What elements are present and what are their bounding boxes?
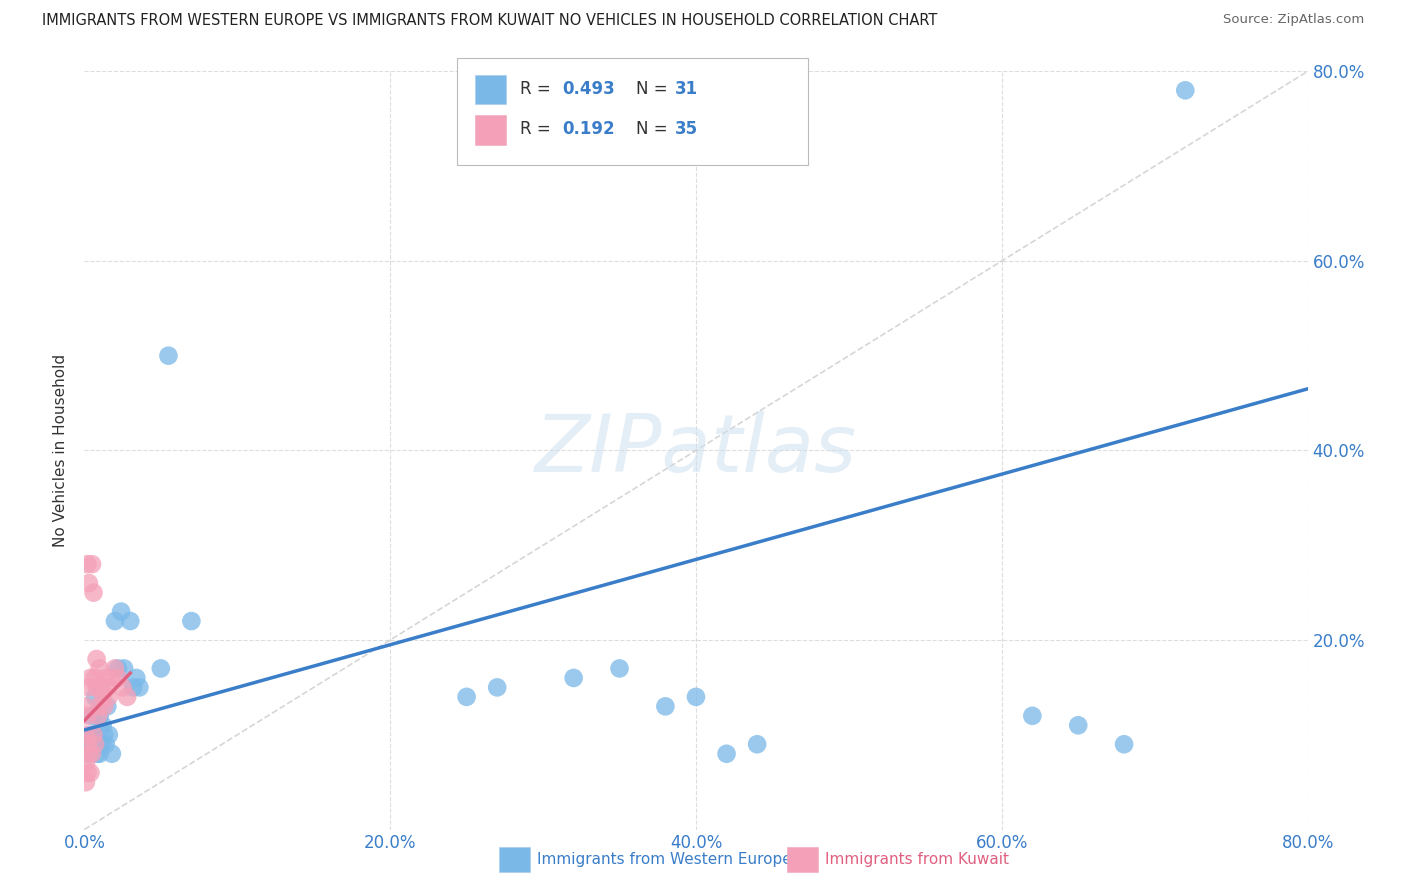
Point: [96, 681, 118, 695]
Point: [122, 681, 145, 695]
Point: [83, 728, 105, 742]
Point: [84, 690, 107, 704]
Text: R =: R =: [520, 120, 557, 138]
Text: 31: 31: [675, 80, 697, 98]
Point: [96, 699, 118, 714]
Point: [76, 737, 98, 751]
Point: [86, 652, 108, 666]
Text: IMMIGRANTS FROM WESTERN EUROPE VS IMMIGRANTS FROM KUWAIT NO VEHICLES IN HOUSEHOL: IMMIGRANTS FROM WESTERN EUROPE VS IMMIGR…: [42, 13, 938, 29]
Point: [112, 661, 135, 675]
Point: [180, 614, 202, 628]
Point: [93, 699, 115, 714]
Point: [91, 690, 114, 704]
Point: [716, 747, 738, 761]
Point: [149, 661, 172, 675]
Point: [79, 728, 101, 742]
Point: [76, 765, 98, 780]
Text: 35: 35: [675, 120, 697, 138]
Point: [157, 349, 180, 363]
Point: [89, 661, 111, 675]
Point: [87, 708, 110, 723]
Point: [75, 775, 97, 789]
Point: [94, 737, 117, 751]
Point: [77, 576, 100, 591]
Point: [83, 585, 105, 599]
Point: [101, 671, 124, 685]
Point: [609, 661, 631, 675]
Point: [120, 614, 142, 628]
Point: [486, 681, 509, 695]
Point: [90, 681, 112, 695]
Text: ZIPatlas: ZIPatlas: [534, 411, 858, 490]
Point: [80, 708, 103, 723]
Point: [91, 718, 114, 732]
Point: [77, 681, 100, 695]
Point: [80, 557, 103, 572]
Point: [89, 747, 111, 761]
Point: [97, 728, 120, 742]
Point: [111, 681, 134, 695]
Point: [456, 690, 478, 704]
Point: [107, 671, 129, 685]
Point: [89, 708, 111, 723]
Point: [75, 756, 97, 771]
Point: [86, 681, 108, 695]
Point: [87, 737, 110, 751]
Point: [1067, 718, 1090, 732]
Point: [1114, 737, 1136, 751]
Point: [79, 671, 101, 685]
Point: [89, 699, 111, 714]
Point: [84, 737, 107, 751]
Text: N =: N =: [636, 80, 672, 98]
Point: [1021, 708, 1043, 723]
Text: Source: ZipAtlas.com: Source: ZipAtlas.com: [1223, 13, 1364, 27]
Point: [84, 671, 107, 685]
Point: [128, 681, 150, 695]
Point: [77, 737, 100, 751]
Point: [76, 708, 98, 723]
Point: [685, 690, 707, 704]
Point: [83, 728, 105, 742]
Text: 0.192: 0.192: [562, 120, 614, 138]
Point: [80, 747, 103, 761]
Point: [80, 737, 103, 751]
Text: N =: N =: [636, 120, 672, 138]
Point: [76, 747, 98, 761]
Text: R =: R =: [520, 80, 557, 98]
Text: Immigrants from Kuwait: Immigrants from Kuwait: [825, 853, 1010, 867]
Point: [86, 747, 108, 761]
Point: [79, 765, 101, 780]
Point: [104, 614, 127, 628]
Point: [654, 699, 676, 714]
Point: [107, 661, 129, 675]
Point: [110, 605, 132, 619]
Point: [1174, 83, 1197, 97]
Point: [115, 690, 138, 704]
Point: [93, 728, 115, 742]
Point: [125, 671, 148, 685]
Point: [77, 747, 100, 761]
Y-axis label: No Vehicles in Household: No Vehicles in Household: [53, 354, 69, 547]
Point: [76, 557, 98, 572]
Point: [562, 671, 585, 685]
Point: [94, 671, 117, 685]
Text: 0.493: 0.493: [562, 80, 616, 98]
Point: [75, 728, 97, 742]
Point: [747, 737, 769, 751]
Point: [90, 737, 112, 751]
Point: [101, 747, 124, 761]
Point: [97, 690, 120, 704]
Text: Immigrants from Western Europe: Immigrants from Western Europe: [537, 853, 792, 867]
Point: [75, 699, 97, 714]
Point: [104, 661, 127, 675]
